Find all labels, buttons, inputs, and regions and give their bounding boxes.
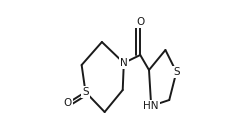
Text: O: O — [136, 17, 144, 27]
Text: S: S — [82, 87, 89, 97]
Text: S: S — [173, 67, 180, 77]
Text: N: N — [120, 58, 128, 68]
Text: O: O — [64, 98, 72, 108]
Text: HN: HN — [143, 101, 159, 111]
